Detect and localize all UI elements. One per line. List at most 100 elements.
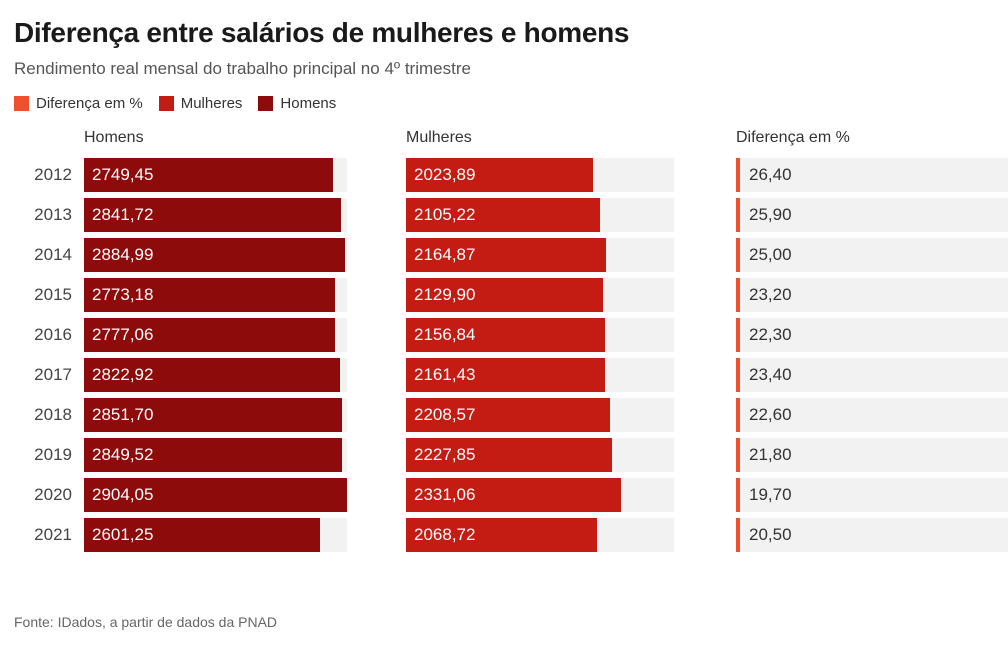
bar-track-homens: 2749,45 <box>84 158 347 192</box>
bar-value-diferenca: 26,40 <box>749 165 792 184</box>
bar-track-diferenca: 19,70 <box>736 478 1008 512</box>
row-year-label: 2019 <box>34 445 72 464</box>
chart-rows: 2012 2749,45 2023,89 26,40 2013 2841,72 2105,2… <box>14 158 1008 558</box>
chart-row: 2012 2749,45 2023,89 26,40 <box>14 158 1008 198</box>
bar-value-homens: 2749,45 <box>92 165 154 184</box>
legend-label: Mulheres <box>180 94 243 112</box>
chart-row: 2013 2841,72 2105,22 25,90 <box>14 198 1008 238</box>
bar-diferenca <box>736 518 740 552</box>
bar-value-homens: 2601,25 <box>92 525 154 544</box>
column-header-mulheres: Mulheres <box>406 129 472 146</box>
bar-value-homens: 2851,70 <box>92 405 154 424</box>
bar-diferenca <box>736 158 740 192</box>
bar-homens <box>84 358 340 392</box>
bar-track-mulheres: 2331,06 <box>406 478 674 512</box>
bar-track-diferenca: 25,90 <box>736 198 1008 232</box>
row-year-label: 2017 <box>34 365 72 384</box>
bar-value-homens: 2904,05 <box>92 485 154 504</box>
bar-track-homens: 2904,05 <box>84 478 347 512</box>
bar-track-mulheres: 2161,43 <box>406 358 674 392</box>
bar-track-diferenca: 22,30 <box>736 318 1008 352</box>
bar-value-homens: 2841,72 <box>92 205 154 224</box>
bar-value-mulheres: 2161,43 <box>414 365 476 384</box>
bar-mulheres <box>406 478 622 512</box>
bar-value-diferenca: 25,90 <box>749 205 792 224</box>
row-year-label: 2014 <box>34 245 72 264</box>
bar-value-mulheres: 2227,85 <box>414 445 476 464</box>
bar-homens <box>84 158 333 192</box>
legend-swatch-icon <box>158 95 174 111</box>
bar-mulheres <box>406 238 606 272</box>
bar-value-mulheres: 2023,89 <box>414 165 476 184</box>
bar-mulheres <box>406 278 603 312</box>
bar-track-diferenca: 23,40 <box>736 358 1008 392</box>
row-year-label: 2021 <box>34 525 72 544</box>
bar-track-homens: 2601,25 <box>84 518 347 552</box>
bar-track-mulheres: 2023,89 <box>406 158 674 192</box>
page-title: Diferença entre salários de mulheres e h… <box>14 17 630 48</box>
column-headers: Homens Mulheres Diferença em % <box>14 128 994 156</box>
row-year-label: 2020 <box>34 485 72 504</box>
row-year-label: 2013 <box>34 205 72 224</box>
row-year-label: 2016 <box>34 325 72 344</box>
bar-diferenca <box>736 478 740 512</box>
bar-homens <box>84 438 343 472</box>
bar-mulheres <box>406 518 597 552</box>
bar-mulheres <box>406 438 612 472</box>
bar-homens <box>84 318 336 352</box>
bar-value-mulheres: 2208,57 <box>414 405 476 424</box>
chart-row: 2014 2884,99 2164,87 25,00 <box>14 238 1008 278</box>
bar-homens <box>84 398 343 432</box>
legend-label: Diferença em % <box>36 94 143 112</box>
bar-track-homens: 2777,06 <box>84 318 347 352</box>
bar-value-homens: 2822,92 <box>92 365 154 384</box>
bar-homens <box>84 198 342 232</box>
bar-mulheres <box>406 198 601 232</box>
bar-homens <box>84 278 336 312</box>
bar-value-diferenca: 19,70 <box>749 485 792 504</box>
bar-mulheres <box>406 158 593 192</box>
bar-track-mulheres: 2105,22 <box>406 198 674 232</box>
bar-diferenca <box>736 358 740 392</box>
row-year-label: 2018 <box>34 405 72 424</box>
chart-row: 2019 2849,52 2227,85 21,80 <box>14 438 1008 478</box>
bar-track-diferenca: 23,20 <box>736 278 1008 312</box>
bar-value-mulheres: 2129,90 <box>414 285 476 304</box>
bar-track-diferenca: 22,60 <box>736 398 1008 432</box>
bar-value-homens: 2884,99 <box>92 245 154 264</box>
bar-track-mulheres: 2208,57 <box>406 398 674 432</box>
bar-diferenca <box>736 278 740 312</box>
bar-value-mulheres: 2068,72 <box>414 525 476 544</box>
bar-track-homens: 2841,72 <box>84 198 347 232</box>
bar-value-diferenca: 23,20 <box>749 285 792 304</box>
bar-homens <box>84 518 320 552</box>
bar-track-mulheres: 2068,72 <box>406 518 674 552</box>
bar-value-mulheres: 2164,87 <box>414 245 476 264</box>
chart-legend: Diferença em % Mulheres Homens <box>14 80 994 114</box>
bar-diferenca <box>736 238 740 272</box>
legend-item: Mulheres <box>158 94 243 112</box>
bar-track-diferenca: 26,40 <box>736 158 1008 192</box>
bar-track-homens: 2849,52 <box>84 438 347 472</box>
column-header-homens: Homens <box>84 129 144 146</box>
bar-track-mulheres: 2164,87 <box>406 238 674 272</box>
bar-value-diferenca: 23,40 <box>749 365 792 384</box>
bar-track-mulheres: 2129,90 <box>406 278 674 312</box>
bar-track-homens: 2884,99 <box>84 238 347 272</box>
bar-value-homens: 2773,18 <box>92 285 154 304</box>
bar-value-diferenca: 22,60 <box>749 405 792 424</box>
bar-track-homens: 2851,70 <box>84 398 347 432</box>
bar-track-diferenca: 20,50 <box>736 518 1008 552</box>
bar-diferenca <box>736 198 740 232</box>
bar-value-homens: 2849,52 <box>92 445 154 464</box>
bar-track-mulheres: 2227,85 <box>406 438 674 472</box>
bar-value-mulheres: 2331,06 <box>414 485 476 504</box>
bar-mulheres <box>406 398 610 432</box>
row-year-label: 2012 <box>34 165 72 184</box>
bar-track-mulheres: 2156,84 <box>406 318 674 352</box>
bar-diferenca <box>736 318 740 352</box>
legend-label: Homens <box>280 94 337 112</box>
chart-row: 2018 2851,70 2208,57 22,60 <box>14 398 1008 438</box>
bar-homens <box>84 238 346 272</box>
